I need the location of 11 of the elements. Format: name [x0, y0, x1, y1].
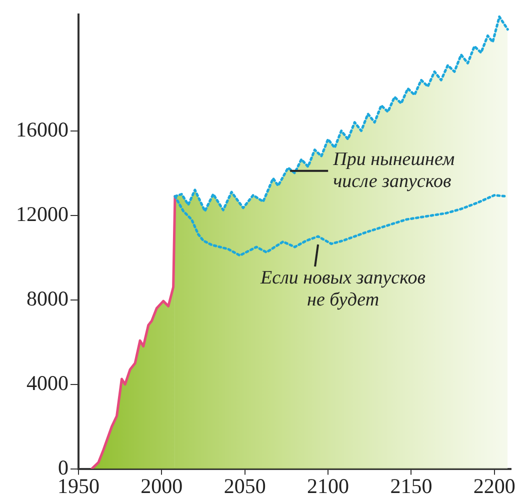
x-tick-label: 2050: [224, 474, 266, 498]
x-tick-label: 2100: [307, 474, 350, 498]
annotation: При нынешнем числе запусков: [332, 148, 455, 192]
annotation: Если новых запусков не будет: [260, 268, 426, 311]
y-tick-label: 8000: [26, 286, 68, 310]
y-tick-label: 12000: [16, 202, 68, 226]
x-tick-label: 2200: [473, 474, 516, 498]
x-tick-label: 2150: [390, 474, 432, 498]
x-tick-label: 2000: [140, 474, 183, 498]
y-tick-label: 4000: [26, 370, 68, 395]
y-tick-label: 16000: [16, 117, 68, 142]
